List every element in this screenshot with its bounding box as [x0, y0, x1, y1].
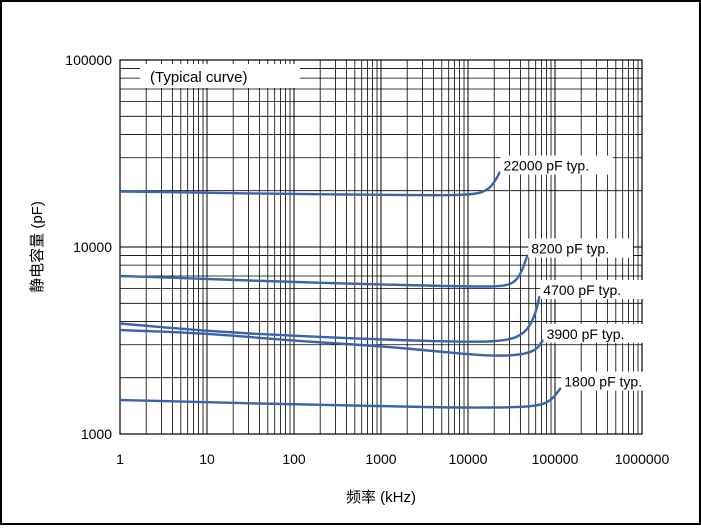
series-line-1 [118, 254, 529, 288]
x-tick-label: 1000000 [615, 451, 670, 467]
series-line-3 [118, 328, 544, 357]
series-label-1: 8200 pF typ. [531, 241, 609, 257]
series-label-bg [500, 155, 613, 175]
series-line-2 [118, 295, 541, 343]
x-tick-label: 100000 [532, 451, 579, 467]
series-label-bg [543, 323, 649, 343]
annotation-text: (Typical curve) [150, 69, 248, 86]
x-tick-label: 10 [199, 451, 215, 467]
annotation-box: (Typical curve) [140, 64, 300, 88]
series-label-bg [540, 280, 646, 300]
y-tick-label: 10000 [73, 239, 112, 255]
x-tick-label: 1000 [365, 451, 396, 467]
series-label-bg [561, 371, 667, 391]
series-label-3: 3900 pF typ. [547, 326, 625, 342]
x-axis-label: 频率 (kHz) [346, 489, 416, 506]
series-line-0 [118, 171, 501, 197]
series-label-bg [528, 238, 634, 258]
x-tick-label: 100 [282, 451, 306, 467]
series-label-2: 4700 pF typ. [543, 282, 621, 298]
series-labels: 22000 pF typ. 8200 pF typ. 4700 pF typ. 390… [500, 155, 667, 391]
y-tick-label: 100000 [65, 52, 112, 68]
y-axis-label: 静电容量 (pF) [29, 201, 46, 293]
series-line-4 [118, 387, 562, 409]
x-tick-label: 1 [116, 451, 124, 467]
x-tick-labels: 1 10 100 1000 10000 100000 1000000 [116, 451, 669, 467]
series-label-4: 1800 pF typ. [564, 374, 642, 390]
x-tick-label: 10000 [449, 451, 488, 467]
series-lines [118, 171, 562, 409]
plot-area-border [119, 59, 643, 435]
y-tick-label: 1000 [81, 426, 112, 442]
y-tick-labels: 1000 10000 100000 [65, 52, 112, 442]
series-label-0: 22000 pF typ. [503, 158, 589, 174]
